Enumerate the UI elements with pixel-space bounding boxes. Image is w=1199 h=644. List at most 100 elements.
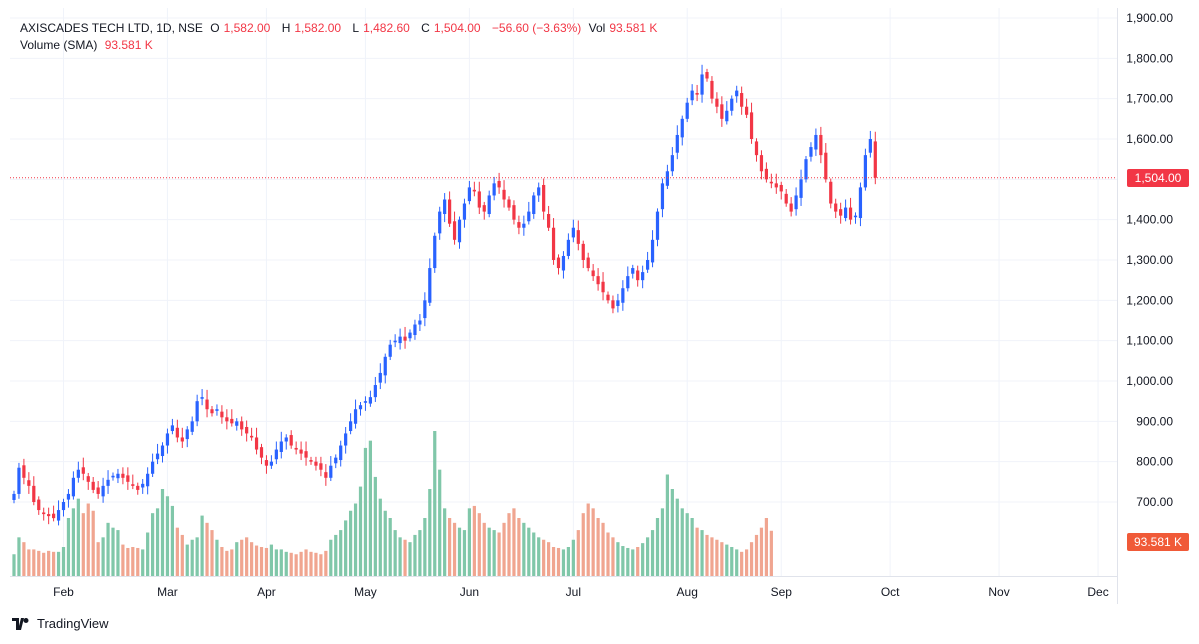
candle[interactable] [136,482,140,495]
candle[interactable] [32,476,36,506]
candle[interactable] [764,162,769,183]
candle[interactable] [641,265,645,289]
candle[interactable] [299,441,303,461]
candle[interactable] [512,200,516,225]
candle[interactable] [150,453,155,477]
candle[interactable] [690,84,694,106]
candle[interactable] [645,251,650,273]
candle[interactable] [240,416,244,436]
volume-sma-label[interactable]: Volume (SMA) [20,38,98,52]
candle[interactable] [814,128,818,156]
candle[interactable] [542,178,546,220]
candle[interactable] [581,240,585,269]
candle[interactable] [492,176,496,201]
candle[interactable] [769,173,773,189]
candle[interactable] [611,295,615,314]
candle[interactable] [621,280,625,311]
candle[interactable] [655,208,660,247]
candle[interactable] [858,182,863,227]
candle[interactable] [225,409,229,430]
candle[interactable] [715,92,719,114]
candle[interactable] [843,199,848,222]
candle[interactable] [146,467,150,495]
candle[interactable] [487,190,491,218]
candle[interactable] [210,406,214,417]
candle[interactable] [254,427,259,455]
candle[interactable] [447,191,452,227]
candle[interactable] [403,326,407,349]
candle[interactable] [601,272,605,301]
candle[interactable] [175,419,179,443]
candle[interactable] [170,418,175,435]
candle[interactable] [368,390,373,407]
candle[interactable] [101,477,105,503]
candle[interactable] [230,409,234,427]
candle[interactable] [363,396,368,411]
candle[interactable] [616,293,620,313]
candle[interactable] [235,418,239,431]
candle[interactable] [413,319,417,340]
candle[interactable] [348,413,353,435]
candle[interactable] [334,454,338,469]
candle[interactable] [586,252,590,272]
candle[interactable] [344,426,348,454]
candle[interactable] [551,218,556,265]
candle[interactable] [754,138,759,162]
candle[interactable] [22,458,26,485]
candle[interactable] [809,142,813,162]
candle[interactable] [269,455,274,469]
candle[interactable] [289,430,293,449]
candle[interactable] [284,434,288,450]
candle[interactable] [86,472,90,490]
candle[interactable] [502,180,506,208]
candle[interactable] [304,441,308,466]
candle[interactable] [81,457,85,481]
candle[interactable] [398,328,402,350]
candle[interactable] [685,97,689,123]
candle[interactable] [76,461,80,483]
candle[interactable] [848,197,853,225]
candle[interactable] [314,456,318,471]
candle[interactable] [358,401,363,416]
candle[interactable] [66,489,71,508]
candle[interactable] [205,389,209,418]
candle[interactable] [571,219,575,243]
candle[interactable] [111,472,115,481]
candle[interactable] [27,472,31,494]
candle[interactable] [853,212,858,224]
candle[interactable] [274,441,278,465]
candle[interactable] [294,441,298,455]
candle[interactable] [527,201,531,225]
candle[interactable] [794,187,798,216]
candle[interactable] [393,334,397,348]
candle[interactable] [507,196,511,211]
candle[interactable] [774,173,778,194]
candle[interactable] [220,405,224,424]
candle[interactable] [126,467,130,490]
candle[interactable] [591,264,595,281]
candle[interactable] [636,265,640,287]
candle[interactable] [309,456,313,465]
candle[interactable] [522,215,526,236]
candle[interactable] [462,198,467,228]
candle[interactable] [660,178,665,218]
candle[interactable] [740,86,744,115]
candle[interactable] [279,431,283,459]
candle[interactable] [720,96,724,127]
candle[interactable] [106,470,110,494]
candle[interactable] [868,130,872,158]
candle[interactable] [631,264,635,279]
candle[interactable] [452,211,457,245]
candle[interactable] [428,258,432,306]
candle[interactable] [408,329,412,342]
candle[interactable] [863,148,868,191]
candle[interactable] [42,507,46,521]
candle[interactable] [324,464,328,486]
candle[interactable] [373,376,377,402]
candle[interactable] [245,420,249,442]
candle[interactable] [259,443,264,465]
candle[interactable] [680,115,684,146]
candle[interactable] [249,427,254,441]
candle[interactable] [532,192,536,219]
candle[interactable] [497,172,501,194]
